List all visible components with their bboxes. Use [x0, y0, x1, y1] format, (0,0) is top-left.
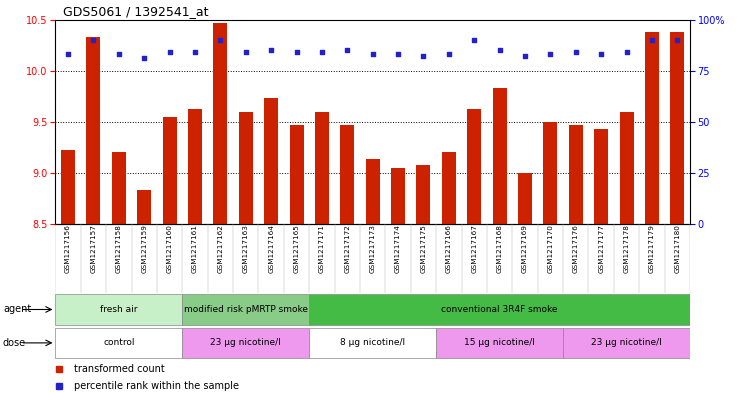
Bar — [182, 294, 309, 325]
Bar — [569, 125, 583, 224]
Text: GSM1217169: GSM1217169 — [522, 224, 528, 273]
Text: GSM1217172: GSM1217172 — [345, 224, 351, 273]
Text: GSM1217168: GSM1217168 — [497, 224, 503, 273]
Text: GSM1217165: GSM1217165 — [294, 224, 300, 273]
Text: transformed count: transformed count — [74, 364, 165, 374]
Bar — [563, 328, 690, 358]
Point — [672, 37, 683, 43]
Point — [316, 49, 328, 55]
Point — [138, 55, 150, 62]
Bar — [61, 151, 75, 224]
Bar — [289, 125, 303, 224]
Bar — [645, 32, 659, 224]
Text: GSM1217179: GSM1217179 — [649, 224, 655, 273]
Bar — [162, 117, 176, 224]
Point — [418, 53, 430, 60]
Bar — [239, 112, 252, 224]
Text: GSM1217159: GSM1217159 — [141, 224, 147, 273]
Point — [189, 49, 201, 55]
Text: GSM1217178: GSM1217178 — [624, 224, 630, 273]
Bar — [55, 294, 182, 325]
Bar — [264, 98, 278, 224]
Text: GSM1217164: GSM1217164 — [268, 224, 274, 273]
Text: GSM1217174: GSM1217174 — [395, 224, 401, 273]
Bar — [366, 159, 379, 224]
Point — [62, 51, 74, 57]
Bar — [188, 108, 202, 224]
Text: GSM1217167: GSM1217167 — [472, 224, 477, 273]
Text: fresh air: fresh air — [100, 305, 137, 314]
Bar — [436, 328, 563, 358]
Text: modified risk pMRTP smoke: modified risk pMRTP smoke — [184, 305, 308, 314]
Bar — [391, 168, 405, 224]
Point — [342, 47, 354, 53]
Bar — [493, 88, 506, 224]
Bar — [518, 173, 532, 224]
Point — [621, 49, 632, 55]
Text: GSM1217175: GSM1217175 — [421, 224, 427, 273]
Bar — [467, 108, 481, 224]
Point — [291, 49, 303, 55]
Text: GSM1217163: GSM1217163 — [243, 224, 249, 273]
Bar — [112, 152, 125, 224]
Bar — [442, 152, 456, 224]
Bar — [309, 328, 436, 358]
Text: GSM1217166: GSM1217166 — [446, 224, 452, 273]
Text: GSM1217162: GSM1217162 — [218, 224, 224, 273]
Point — [443, 51, 455, 57]
Text: 8 µg nicotine/l: 8 µg nicotine/l — [340, 338, 405, 347]
Text: percentile rank within the sample: percentile rank within the sample — [74, 381, 239, 391]
Text: 15 µg nicotine/l: 15 µg nicotine/l — [464, 338, 535, 347]
Text: agent: agent — [3, 305, 31, 314]
Bar — [543, 122, 557, 224]
Bar — [137, 190, 151, 224]
Point — [469, 37, 480, 43]
Point — [265, 47, 277, 53]
Point — [570, 49, 582, 55]
Text: dose: dose — [3, 338, 26, 348]
Text: GSM1217170: GSM1217170 — [548, 224, 554, 273]
Bar — [309, 294, 690, 325]
Text: GDS5061 / 1392541_at: GDS5061 / 1392541_at — [63, 5, 208, 18]
Point — [164, 49, 176, 55]
Text: 23 µg nicotine/l: 23 µg nicotine/l — [210, 338, 281, 347]
Bar — [213, 23, 227, 224]
Text: GSM1217160: GSM1217160 — [167, 224, 173, 273]
Text: GSM1217158: GSM1217158 — [116, 224, 122, 273]
Point — [545, 51, 556, 57]
Text: GSM1217156: GSM1217156 — [65, 224, 71, 273]
Bar — [340, 125, 354, 224]
Point — [646, 37, 658, 43]
Point — [392, 51, 404, 57]
Point — [88, 37, 100, 43]
Bar — [55, 328, 182, 358]
Text: control: control — [103, 338, 134, 347]
Bar — [594, 129, 608, 224]
Point — [494, 47, 506, 53]
Bar — [315, 112, 329, 224]
Text: GSM1217161: GSM1217161 — [192, 224, 198, 273]
Text: GSM1217177: GSM1217177 — [599, 224, 604, 273]
Text: GSM1217173: GSM1217173 — [370, 224, 376, 273]
Bar — [670, 32, 684, 224]
Point — [215, 37, 227, 43]
Point — [240, 49, 252, 55]
Point — [367, 51, 379, 57]
Point — [596, 51, 607, 57]
Text: GSM1217157: GSM1217157 — [91, 224, 97, 273]
Point — [113, 51, 125, 57]
Bar — [86, 37, 100, 224]
Bar — [620, 112, 633, 224]
Point — [519, 53, 531, 60]
Text: 23 µg nicotine/l: 23 µg nicotine/l — [591, 338, 662, 347]
Text: conventional 3R4F smoke: conventional 3R4F smoke — [441, 305, 558, 314]
Text: GSM1217180: GSM1217180 — [675, 224, 680, 273]
Bar — [416, 165, 430, 224]
Text: GSM1217171: GSM1217171 — [319, 224, 325, 273]
Text: GSM1217176: GSM1217176 — [573, 224, 579, 273]
Bar — [182, 328, 309, 358]
